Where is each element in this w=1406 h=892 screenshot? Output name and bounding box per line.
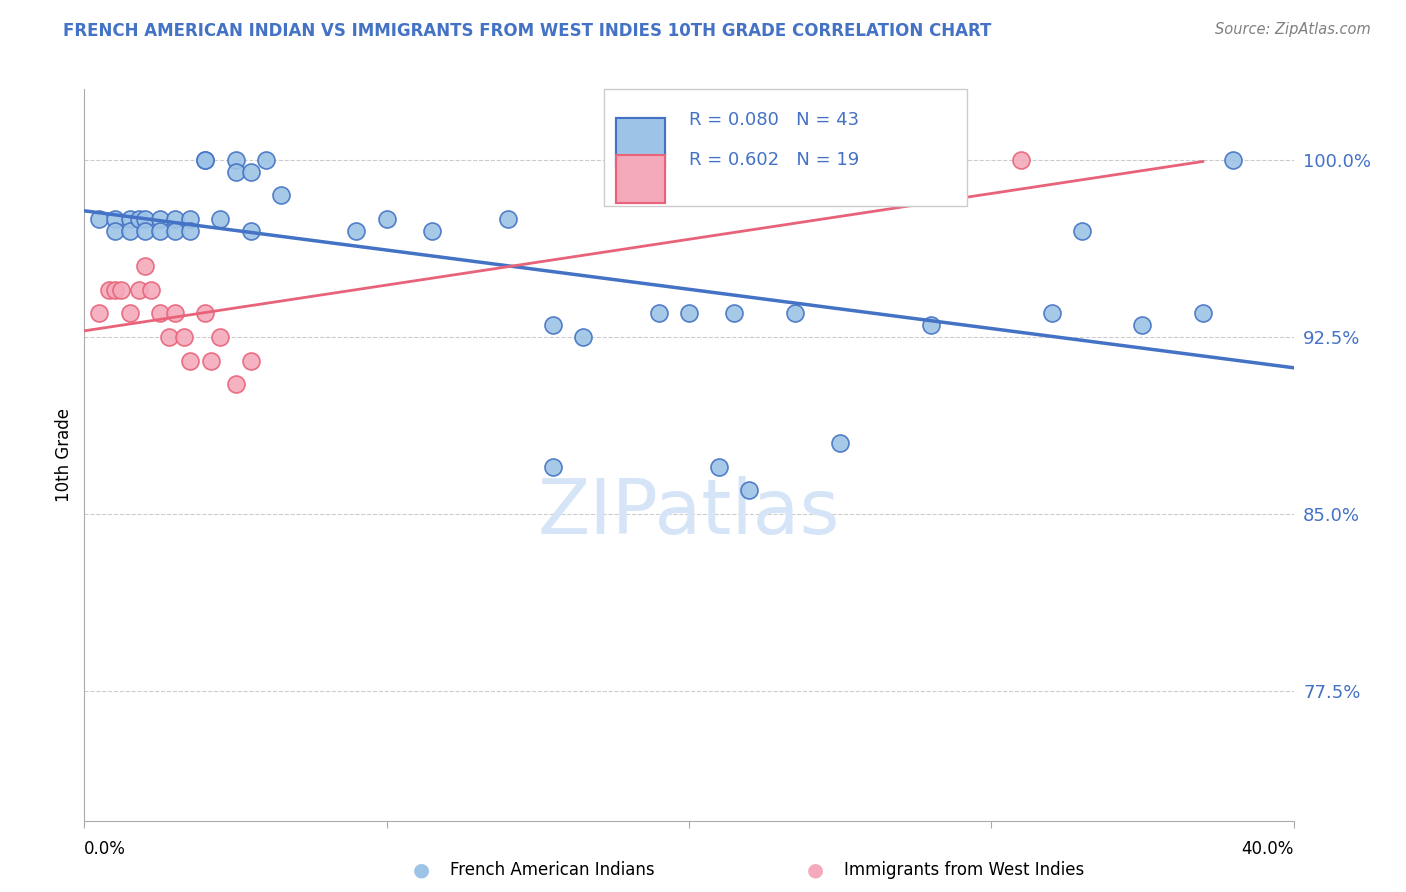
Point xyxy=(165,211,187,226)
Point xyxy=(179,224,201,238)
Point xyxy=(194,153,217,167)
Point xyxy=(194,153,217,167)
Point xyxy=(149,211,172,226)
FancyBboxPatch shape xyxy=(616,155,665,202)
Point xyxy=(118,306,141,320)
Point xyxy=(134,224,156,238)
Point xyxy=(572,330,595,344)
Point xyxy=(134,259,156,273)
Text: ZIPatlas: ZIPatlas xyxy=(537,476,841,550)
Text: FRENCH AMERICAN INDIAN VS IMMIGRANTS FROM WEST INDIES 10TH GRADE CORRELATION CHA: FRENCH AMERICAN INDIAN VS IMMIGRANTS FRO… xyxy=(63,22,991,40)
Point xyxy=(1040,306,1063,320)
Point xyxy=(1011,153,1033,167)
Point xyxy=(179,211,201,226)
Point xyxy=(194,306,217,320)
Point xyxy=(709,459,731,474)
Point xyxy=(225,377,247,392)
Point xyxy=(149,224,172,238)
Point xyxy=(723,306,745,320)
Point xyxy=(128,211,150,226)
Point xyxy=(254,153,277,167)
Text: Immigrants from West Indies: Immigrants from West Indies xyxy=(844,861,1084,879)
FancyBboxPatch shape xyxy=(616,155,665,202)
FancyBboxPatch shape xyxy=(605,89,967,206)
Point xyxy=(104,211,127,226)
Point xyxy=(165,224,187,238)
Point xyxy=(1130,318,1153,333)
Text: R = 0.602   N = 19: R = 0.602 N = 19 xyxy=(689,152,859,169)
Point xyxy=(239,353,262,368)
Point xyxy=(678,306,700,320)
FancyBboxPatch shape xyxy=(616,119,665,166)
Text: 0.0%: 0.0% xyxy=(84,839,127,857)
Point xyxy=(139,283,162,297)
Point xyxy=(104,283,127,297)
Point xyxy=(420,224,443,238)
Point xyxy=(225,165,247,179)
Y-axis label: 10th Grade: 10th Grade xyxy=(55,408,73,502)
Point xyxy=(541,318,564,333)
Point xyxy=(541,459,564,474)
Point xyxy=(375,211,398,226)
Point xyxy=(920,318,942,333)
FancyBboxPatch shape xyxy=(616,119,665,166)
Point xyxy=(225,153,247,167)
Point xyxy=(270,188,292,202)
Point xyxy=(783,306,806,320)
Point xyxy=(209,211,232,226)
Text: R = 0.080   N = 43: R = 0.080 N = 43 xyxy=(689,112,859,129)
Point xyxy=(89,211,111,226)
Point xyxy=(1192,306,1215,320)
Point xyxy=(200,353,222,368)
Point xyxy=(165,306,187,320)
Text: 40.0%: 40.0% xyxy=(1241,839,1294,857)
Point xyxy=(118,211,141,226)
Point xyxy=(830,436,852,450)
Point xyxy=(209,330,232,344)
Point xyxy=(118,224,141,238)
Point xyxy=(239,165,262,179)
Point xyxy=(128,283,150,297)
Text: French American Indians: French American Indians xyxy=(450,861,655,879)
Point xyxy=(149,306,172,320)
Point xyxy=(1222,153,1244,167)
Point xyxy=(97,283,120,297)
Point xyxy=(157,330,180,344)
Point xyxy=(179,353,201,368)
Point xyxy=(738,483,761,498)
Point xyxy=(239,224,262,238)
Point xyxy=(134,211,156,226)
Text: ●: ● xyxy=(807,860,824,880)
Text: ●: ● xyxy=(413,860,430,880)
Point xyxy=(346,224,368,238)
Point xyxy=(104,224,127,238)
Point xyxy=(496,211,519,226)
Point xyxy=(110,283,132,297)
Point xyxy=(1071,224,1094,238)
Point xyxy=(89,306,111,320)
Point xyxy=(173,330,195,344)
Text: Source: ZipAtlas.com: Source: ZipAtlas.com xyxy=(1215,22,1371,37)
Point xyxy=(648,306,671,320)
